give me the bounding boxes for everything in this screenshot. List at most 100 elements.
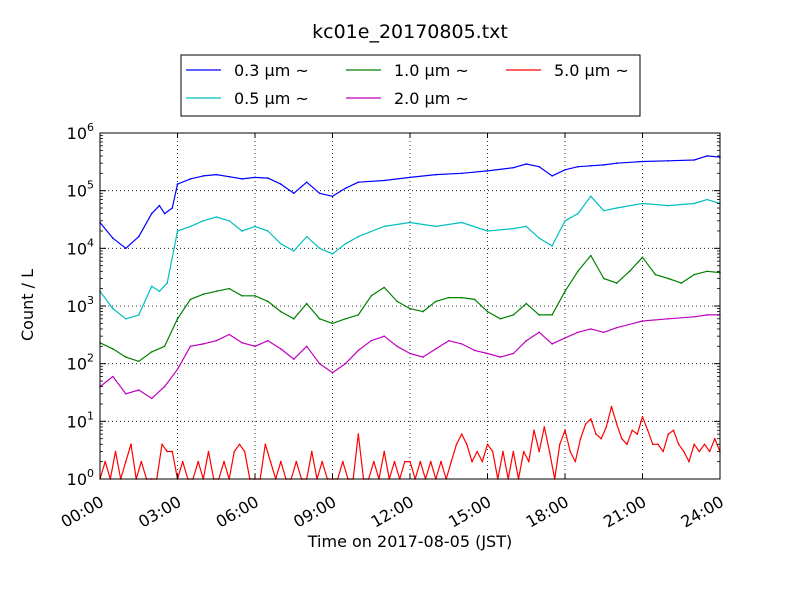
data-point [150,285,153,288]
data-point [538,331,540,334]
data-point [293,250,295,252]
data-point [667,433,670,435]
data-point [502,450,504,453]
data-point [538,450,540,453]
data-point [176,368,179,371]
data-point [422,310,424,313]
data-point [254,345,256,348]
data-point [473,349,476,352]
data-point [551,175,553,177]
data-point [295,460,298,463]
data-point [657,443,659,446]
x-tick-label: 15:00 [445,492,494,532]
data-point [603,164,605,166]
data-point [254,225,256,228]
data-point [460,296,463,299]
data-point [215,290,218,293]
data-point [652,443,654,446]
data-point [577,165,579,168]
data-point [112,237,114,239]
data-point [590,418,592,420]
data-point [125,356,127,358]
data-point [202,175,205,177]
data-point [419,460,422,463]
x-axis-label: Time on 2017-08-05 (JST) [307,532,512,551]
data-point [577,331,579,334]
data-point [409,307,411,310]
data-point [181,460,184,463]
data-point [499,356,502,358]
data-point [215,216,218,218]
data-point [280,183,282,185]
data-point [125,460,127,463]
y-tick-label: 101 [67,409,94,431]
data-point [564,429,566,432]
data-point [703,443,706,446]
data-point [357,235,360,238]
data-point [603,209,605,212]
data-point [409,460,411,463]
data-point [448,339,450,342]
data-point [241,295,243,297]
data-point [714,437,716,440]
data-point [538,237,540,239]
data-point [138,314,140,316]
data-point [667,160,670,162]
y-tick-label: 103 [67,294,94,316]
data-point [357,349,360,352]
data-point [693,273,695,276]
data-point [486,352,489,355]
data-point [512,314,515,316]
data-point [525,339,528,342]
y-tick-label: 104 [67,236,94,258]
data-point [125,393,127,395]
data-point [383,286,386,289]
legend: 0.3 μm ~ 0.5 μm ~ 1.0 μm ~ 2.0 μm ~ 5.0 μm ~ [180,54,641,117]
data-point [197,460,199,463]
data-point [396,345,398,348]
x-tick-label: 12:00 [368,492,417,532]
data-point [331,371,334,374]
data-point [223,460,225,463]
data-point [693,159,695,161]
data-point [112,348,114,350]
data-point [344,243,347,245]
data-point [667,204,670,207]
data-point [228,287,230,290]
data-point [435,173,437,176]
data-point [311,450,313,453]
data-point [130,443,132,446]
data-point [512,450,515,453]
data-point [706,198,708,201]
data-point [158,204,161,207]
data-point [344,318,347,320]
data-point [161,443,163,446]
grid-lines [100,133,720,479]
x-tick-label: 18:00 [523,492,572,532]
data-point [150,212,153,215]
data-point [654,273,657,276]
data-point [344,187,347,190]
data-point [525,225,528,228]
data-point [486,230,489,232]
data-point [603,277,605,280]
data-point [538,165,540,168]
data-point [435,348,437,350]
data-point [138,235,140,238]
data-point [435,225,437,228]
data-point [440,460,442,463]
data-point [706,314,708,316]
data-point [460,221,463,224]
data-point [243,450,246,453]
data-point [693,443,695,446]
legend-box [180,54,641,117]
data-point [264,443,267,446]
data-point [525,163,528,165]
data-point [548,450,551,453]
data-point [318,362,321,365]
data-point [641,160,644,163]
data-point [512,352,515,355]
data-point [267,300,269,303]
data-point [383,179,386,182]
legend-label: 2.0 μm ~ [394,89,469,108]
